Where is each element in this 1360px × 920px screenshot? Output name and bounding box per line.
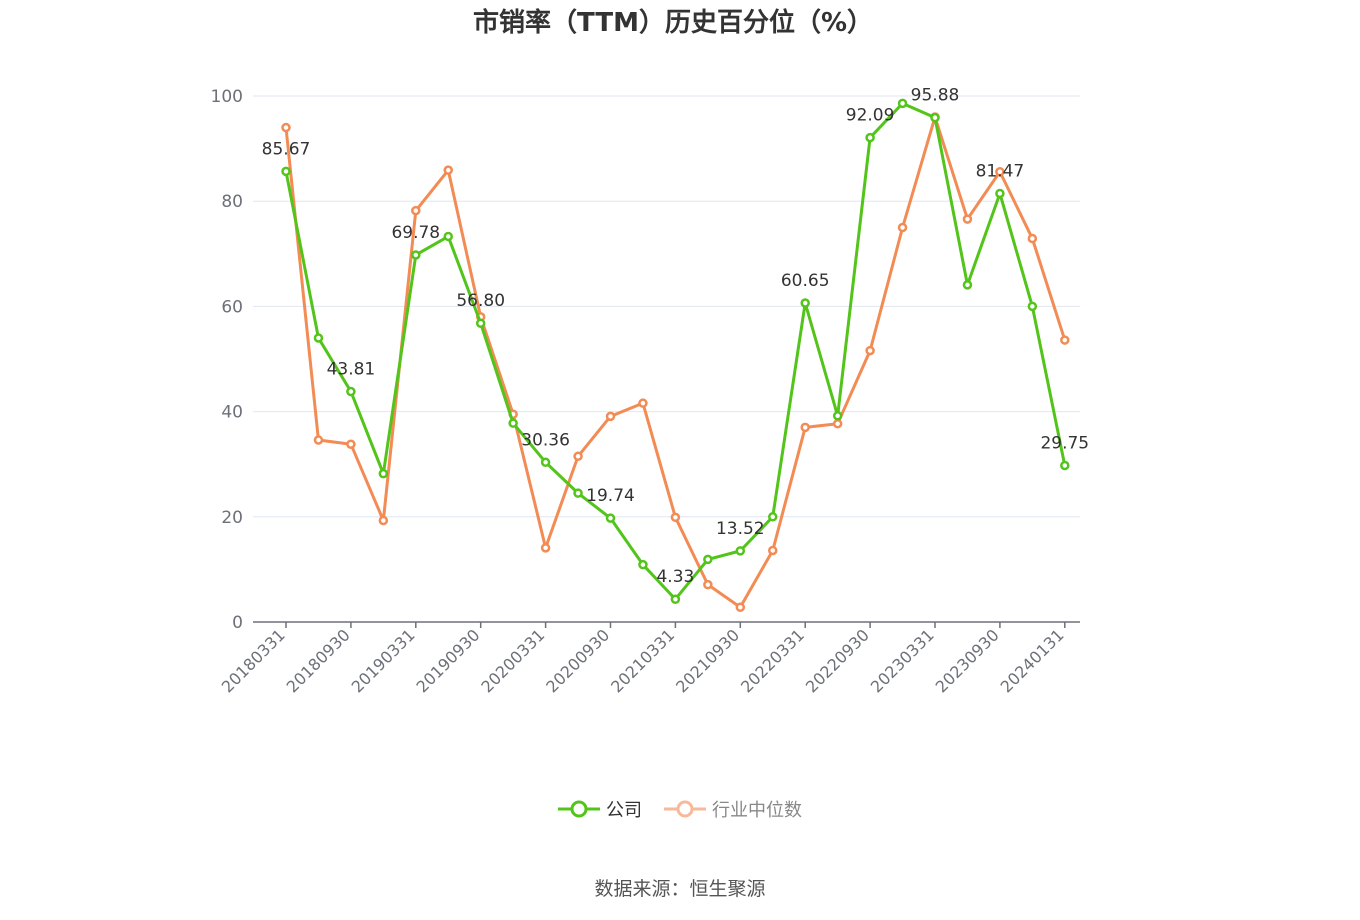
x-tick-label: 20220930: [802, 625, 873, 696]
data-point: [832, 411, 843, 421]
series-company: [281, 98, 1070, 604]
data-label: 56.80: [456, 291, 505, 311]
data-point: [832, 418, 843, 429]
x-tick-label: 20180930: [283, 625, 354, 696]
y-tick-label: 0: [232, 613, 243, 633]
data-point: [378, 468, 389, 479]
data-label: 29.75: [1040, 434, 1089, 454]
legend-item-industry[interactable]: 行业中位数: [664, 796, 802, 822]
data-point: [573, 488, 583, 498]
data-point: [962, 280, 973, 290]
data-point: [540, 457, 551, 468]
data-source: 数据来源：恒生聚源: [594, 878, 766, 900]
data-point: [670, 512, 681, 523]
data-point: [1060, 335, 1070, 345]
data-point: [670, 594, 681, 604]
data-label: 92.09: [846, 106, 895, 126]
data-label: 95.88: [911, 86, 960, 106]
y-tick-label: 80: [221, 192, 243, 212]
series-line: [284, 101, 1067, 601]
data-point: [897, 222, 908, 233]
data-label: 13.52: [716, 519, 765, 539]
data-label: 43.81: [327, 360, 376, 380]
y-tick-label: 40: [221, 403, 243, 423]
x-tick-label: 20220331: [737, 625, 808, 696]
data-point: [378, 515, 389, 526]
data-point: [540, 543, 551, 553]
data-point: [475, 318, 486, 328]
x-tick-label: 20210930: [672, 625, 743, 696]
data-label: 4.33: [656, 567, 694, 587]
x-tick-label: 20240131: [997, 625, 1068, 696]
x-tick-label: 20200331: [477, 625, 548, 696]
data-point: [735, 546, 746, 556]
x-tick-label: 20190331: [348, 625, 419, 696]
data-point: [768, 545, 778, 556]
data-point: [1027, 233, 1038, 244]
data-point: [995, 188, 1005, 199]
data-point: [995, 166, 1005, 177]
y-tick-label: 100: [211, 87, 243, 107]
data-label: 19.74: [586, 486, 635, 506]
data-point: [800, 422, 810, 433]
x-tick-label: 20210331: [607, 625, 678, 696]
data-point: [281, 166, 291, 177]
data-point: [281, 122, 291, 133]
data-point: [800, 298, 810, 308]
data-point: [703, 579, 713, 590]
data-point: [605, 411, 616, 422]
data-point: [962, 214, 973, 224]
data-point: [930, 112, 940, 123]
x-tick-label: 20230930: [932, 625, 1003, 696]
data-point: [703, 554, 713, 565]
data-point: [605, 513, 616, 523]
y-axis: 0 20 40 60 80 100: [211, 87, 243, 633]
data-point: [346, 386, 356, 397]
data-point: [443, 165, 453, 175]
legend-item-company[interactable]: 公司: [558, 796, 642, 822]
data-label: 60.65: [781, 271, 830, 291]
data-point: [313, 333, 324, 343]
data-point: [411, 205, 421, 216]
x-tick-label: 20230331: [867, 625, 938, 696]
data-point: [768, 512, 778, 522]
data-point: [573, 451, 583, 462]
data-point: [346, 439, 356, 449]
line-chart: 0 20 40 60 80 100 201803312018093020190331201…: [211, 86, 1090, 697]
x-tick-label: 20190930: [413, 625, 484, 696]
legend-company-label: 公司: [606, 800, 642, 821]
legend-industry-symbol-icon: [664, 800, 706, 818]
data-point: [897, 98, 908, 109]
data-point: [443, 231, 453, 242]
data-point: [313, 435, 324, 445]
data-label: 81.47: [976, 161, 1025, 181]
data-point: [865, 345, 875, 356]
data-point: [1060, 460, 1070, 471]
x-axis: 2018033120180930201903312019093020200331…: [218, 621, 1080, 696]
data-point: [1027, 301, 1038, 312]
data-label: 69.78: [391, 223, 440, 243]
data-label: 85.67: [262, 139, 311, 159]
data-point: [735, 602, 746, 613]
y-tick-label: 20: [221, 508, 243, 528]
grid-lines: [253, 95, 1080, 518]
data-labels: 85.67 43.81 69.78 56.80 30.36 19.74 4.33 13.52 6…: [262, 86, 1089, 588]
data-point: [865, 132, 875, 143]
data-point: [638, 398, 648, 408]
y-tick-label: 60: [221, 297, 243, 317]
chart-title: 市销率（TTM）历史百分位（%）: [473, 8, 873, 38]
data-point: [638, 559, 648, 570]
data-point: [508, 418, 518, 428]
data-label: 30.36: [521, 430, 570, 450]
data-point: [411, 250, 421, 260]
x-tick-label: 20200930: [542, 625, 613, 696]
x-tick-label: 20180331: [218, 625, 289, 696]
legend[interactable]: 公司 行业中位数: [0, 796, 1360, 822]
legend-company-symbol-icon: [558, 800, 600, 818]
legend-industry-label: 行业中位数: [712, 800, 802, 821]
